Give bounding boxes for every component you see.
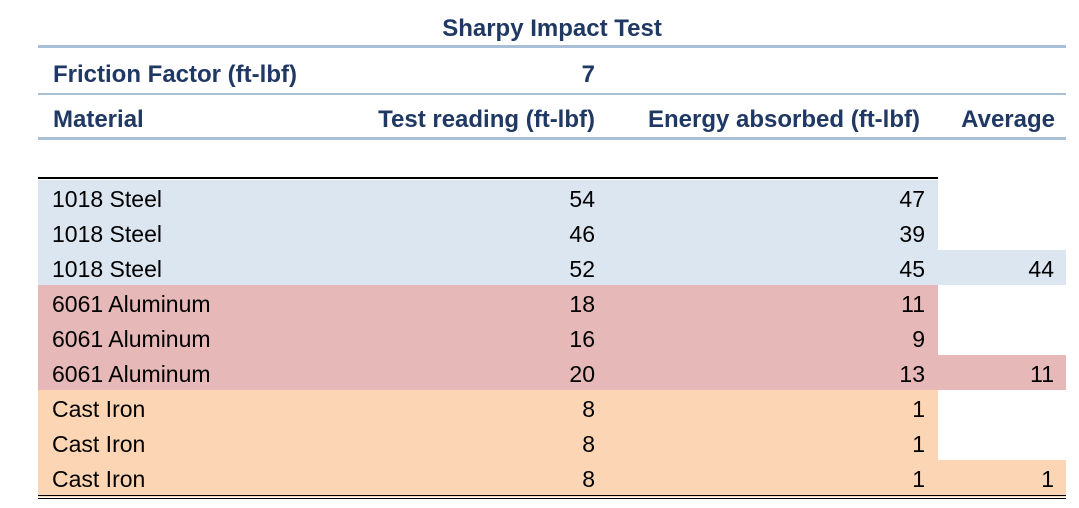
- table-row: Cast Iron 8 1 1: [38, 460, 1066, 497]
- test-reading-cell: 54: [569, 186, 595, 212]
- energy-absorbed-cell: 1: [912, 431, 925, 457]
- test-reading-cell: 18: [569, 291, 595, 317]
- average-cell: 44: [1028, 256, 1054, 282]
- average-cell: 1: [1041, 466, 1054, 492]
- material-cell: 1018 Steel: [52, 221, 162, 247]
- energy-absorbed-cell: 1: [912, 466, 925, 492]
- row-fill: [38, 285, 938, 320]
- row-fill: [38, 320, 938, 355]
- energy-absorbed-cell: 39: [899, 221, 925, 247]
- friction-factor-value: 7: [581, 61, 595, 88]
- row-fill: [38, 390, 938, 425]
- column-header-test-reading: Test reading (ft-lbf): [378, 106, 595, 133]
- average-fill: [938, 355, 1066, 390]
- row-fill: [38, 460, 938, 497]
- row-fill: [38, 250, 938, 285]
- table-bottom-border-double: [38, 498, 1066, 499]
- test-reading-cell: 20: [569, 361, 595, 387]
- table-bottom-border: [38, 495, 1066, 496]
- material-cell: Cast Iron: [52, 431, 146, 457]
- material-cell: 6061 Aluminum: [52, 291, 211, 317]
- material-cell: Cast Iron: [52, 466, 146, 492]
- table-row: 1018 Steel 46 39: [38, 215, 1066, 250]
- table-row: Cast Iron 8 1: [38, 390, 1066, 425]
- test-reading-cell: 8: [582, 396, 595, 422]
- row-fill: [38, 215, 938, 250]
- table-title: Sharpy Impact Test: [442, 15, 662, 42]
- table-row: 1018 Steel 52 45 44: [38, 250, 1066, 285]
- table-row: Cast Iron 8 1: [38, 425, 1066, 460]
- column-header-energy-absorbed: Energy absorbed (ft-lbf): [647, 106, 920, 133]
- test-reading-cell: 46: [569, 221, 595, 247]
- energy-absorbed-cell: 47: [899, 186, 925, 212]
- average-fill: [938, 460, 1066, 497]
- material-cell: 6061 Aluminum: [52, 326, 211, 352]
- average-fill: [938, 250, 1066, 285]
- table-row: 6061 Aluminum 18 11: [38, 285, 1066, 320]
- column-header-average: Average: [961, 106, 1055, 133]
- test-reading-cell: 52: [569, 256, 595, 282]
- energy-absorbed-cell: 45: [899, 256, 925, 282]
- data-top-border: [38, 177, 938, 179]
- friction-divider: [38, 93, 1066, 95]
- material-cell: 1018 Steel: [52, 256, 162, 282]
- friction-factor-label: Friction Factor (ft-lbf): [53, 61, 297, 88]
- row-fill: [38, 425, 938, 460]
- energy-absorbed-cell: 11: [901, 291, 925, 317]
- column-header-material: Material: [53, 106, 144, 133]
- test-reading-cell: 8: [582, 466, 595, 492]
- energy-absorbed-cell: 9: [912, 326, 925, 352]
- row-fill: [38, 355, 938, 390]
- energy-absorbed-cell: 13: [899, 361, 925, 387]
- table-row: 6061 Aluminum 20 13 11: [38, 355, 1066, 390]
- table-row: 1018 Steel 54 47: [38, 180, 1066, 215]
- material-cell: 1018 Steel: [52, 186, 162, 212]
- energy-absorbed-cell: 1: [912, 396, 925, 422]
- average-cell: 11: [1030, 361, 1054, 387]
- table-row: 6061 Aluminum 16 9: [38, 320, 1066, 355]
- title-divider: [38, 45, 1066, 48]
- material-cell: Cast Iron: [52, 396, 146, 422]
- row-fill: [38, 180, 938, 215]
- material-cell: 6061 Aluminum: [52, 361, 211, 387]
- test-reading-cell: 8: [582, 431, 595, 457]
- header-divider: [38, 137, 1066, 140]
- test-reading-cell: 16: [569, 326, 595, 352]
